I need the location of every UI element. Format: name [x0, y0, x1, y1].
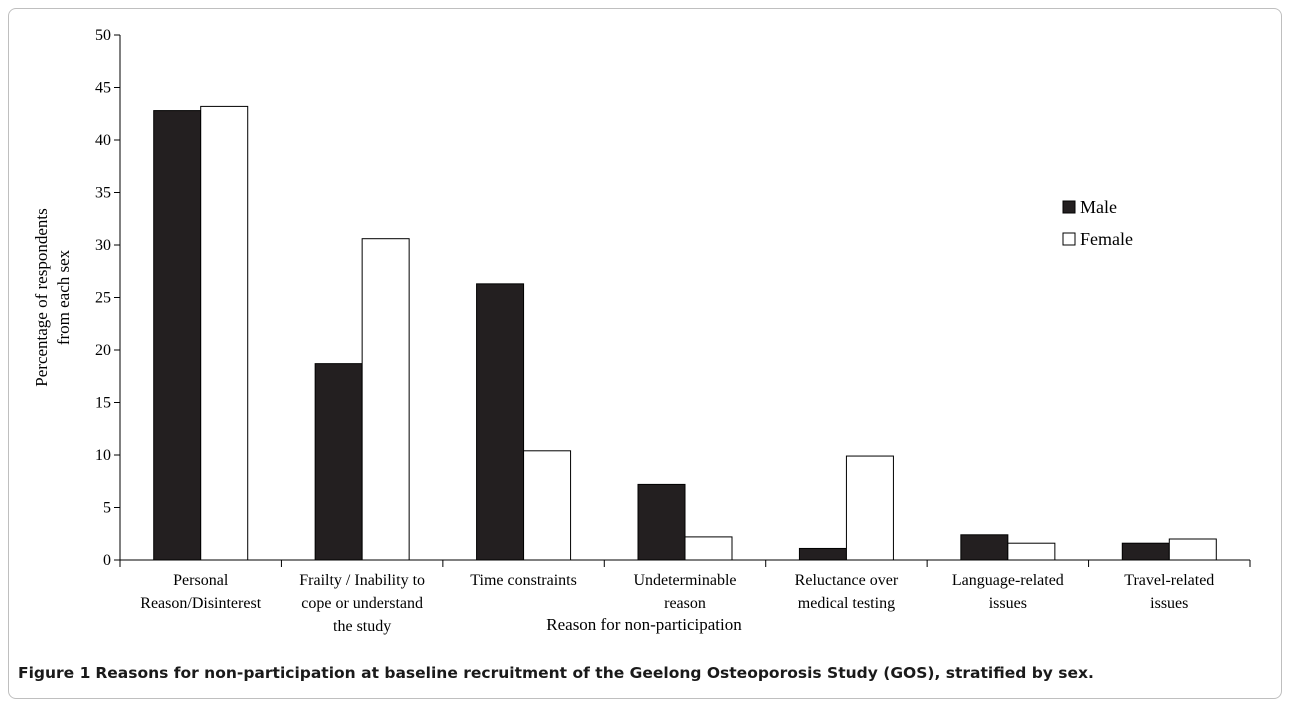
x-tick-label: Reluctance over: [795, 572, 899, 589]
x-tick-label: cope or understand: [301, 595, 423, 612]
x-tick-label: reason: [664, 595, 706, 612]
bar-female-5: [845, 455, 894, 561]
bar-male-3: [476, 283, 525, 561]
y-tick-label: 40: [95, 132, 111, 149]
bar-male-6: [960, 534, 1009, 561]
x-tick-label: Time constraints: [470, 572, 577, 589]
x-tick-label: Frailty / Inability to: [299, 572, 425, 589]
bar-female-3: [523, 450, 572, 561]
x-tick-label: Reason/Disinterest: [140, 595, 261, 612]
bar-female-2: [361, 238, 410, 561]
bar-male-7: [1121, 542, 1170, 561]
y-axis-title: Percentage of respondents from each sex: [32, 208, 73, 386]
y-tick-label: 20: [95, 342, 111, 359]
bar-female-6: [1007, 542, 1056, 561]
x-tick-labels: Personal Reason/Disinterest Frailty / Inab…: [140, 572, 1214, 635]
y-tick-label: 50: [95, 27, 111, 44]
y-tick-label: 35: [95, 185, 111, 202]
y-tick-label: 15: [95, 395, 111, 412]
bar-female-7: [1168, 538, 1217, 561]
x-tick-label: issues: [1150, 595, 1188, 612]
bar-male-5: [798, 547, 847, 561]
legend-label-female: Female: [1080, 229, 1133, 249]
x-tick-label: medical testing: [798, 595, 895, 612]
y-tick-label: 10: [95, 447, 111, 464]
bar-male-2: [314, 363, 363, 561]
figure-caption: Figure 1 Reasons for non-participation a…: [18, 664, 1268, 682]
bar-female-4: [684, 536, 733, 561]
x-tick-label: Travel-related: [1124, 572, 1214, 589]
bar-male-4: [637, 483, 686, 561]
x-tick-label: Personal: [173, 572, 229, 589]
y-axis-title-line: from each sex: [54, 249, 73, 345]
bar-female-1: [200, 105, 249, 561]
y-tick-label: 30: [95, 237, 111, 254]
y-tick-label: 0: [103, 552, 111, 569]
legend-swatch-female: [1062, 232, 1076, 246]
legend-label-male: Male: [1080, 197, 1117, 217]
legend: Male Female: [1062, 197, 1133, 249]
y-tick-label: 25: [95, 290, 111, 307]
x-tick-label: Language-related: [952, 572, 1064, 589]
x-tick-label: Undeterminable: [633, 572, 736, 589]
legend-swatch-male: [1062, 200, 1076, 214]
bar-chart: Percentage of respondents from each sex 0…: [32, 27, 1251, 635]
y-tick-label: 5: [103, 500, 111, 517]
bars-group: [153, 105, 1217, 561]
caption-label: Figure 1: [18, 664, 91, 682]
x-tick-label: issues: [989, 595, 1027, 612]
y-tick-labels: 0 5 10 15 20 25 30 35 40 45 50: [95, 27, 111, 569]
caption-text: Reasons for non-participation at baselin…: [95, 664, 1094, 682]
bar-male-1: [153, 110, 202, 561]
y-tick-label: 45: [95, 80, 111, 97]
y-axis-title-line: Percentage of respondents: [32, 208, 51, 386]
x-tick-label: the study: [333, 618, 391, 635]
x-axis-title: Reason for non-participation: [546, 615, 742, 634]
